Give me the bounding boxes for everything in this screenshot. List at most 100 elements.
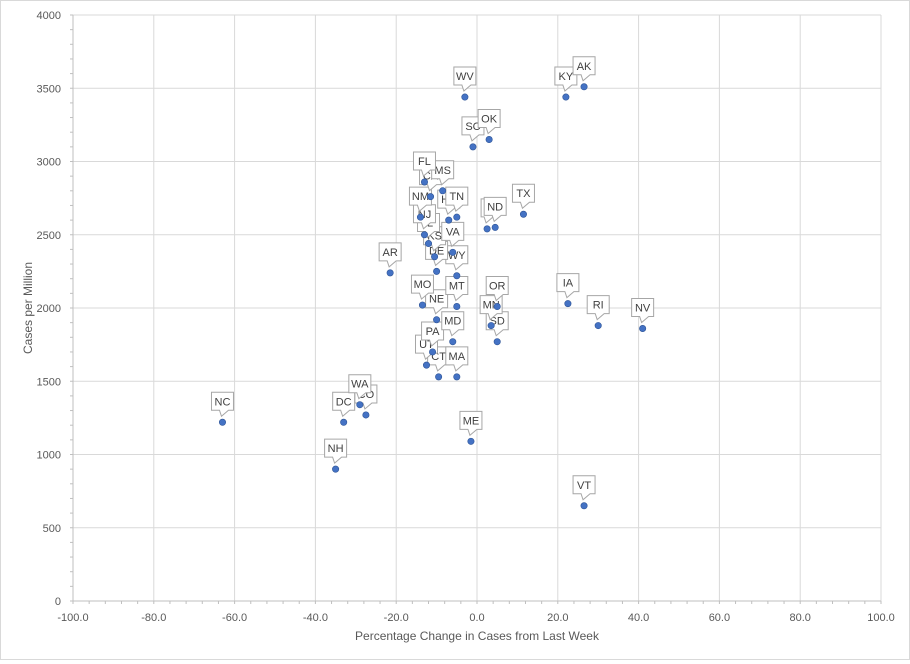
callout-box [483, 196, 507, 223]
callout-va: VA [441, 221, 465, 248]
data-point [435, 373, 443, 381]
data-point [453, 373, 461, 381]
callout-ky: KY [554, 66, 578, 92]
data-point [340, 418, 348, 426]
data-point [386, 269, 394, 277]
point-label: SC [465, 121, 480, 133]
point-label: OR [489, 281, 506, 293]
point-label: IA [563, 278, 574, 290]
data-point [562, 93, 570, 101]
callout-box [479, 295, 503, 321]
data-point [445, 216, 453, 224]
data-point [420, 231, 428, 239]
x-tick-label: -60.0 [222, 612, 247, 624]
callout-box [511, 183, 535, 210]
axes [70, 14, 882, 604]
x-tick-label: 100.0 [867, 612, 895, 624]
data-point [487, 322, 495, 330]
callout-vt: VT [572, 475, 596, 501]
callout-box [572, 475, 596, 501]
data-point [493, 303, 501, 311]
point-label: AR [382, 247, 397, 259]
callout-wv: WV [453, 66, 477, 92]
point-label: TN [449, 191, 464, 203]
data-point [332, 465, 340, 473]
y-tick-label: 1500 [37, 376, 61, 388]
callout-box [441, 311, 465, 337]
callout-tn: TN [445, 186, 469, 213]
callout-box [453, 66, 477, 92]
point-label: VT [577, 480, 591, 492]
data-point [425, 240, 433, 248]
callout-box [408, 186, 432, 213]
callout-box [425, 240, 449, 267]
point-label: WV [456, 71, 474, 83]
callout-box [210, 391, 234, 418]
callout-wa: WA [348, 374, 372, 400]
point-label: ND [487, 201, 503, 213]
data-point [453, 213, 461, 221]
point-label: MO [414, 279, 432, 291]
x-tick-label: 80.0 [789, 612, 810, 624]
point-label: MS [434, 165, 451, 177]
point-label: ME [463, 415, 480, 427]
point-label: MD [444, 316, 461, 328]
callout-mt: MT [445, 276, 469, 302]
point-label: NC [215, 396, 231, 408]
point-label: VA [446, 226, 461, 238]
data-point [218, 418, 226, 426]
y-axis-title: Cases per Million [21, 262, 35, 354]
data-point [483, 225, 491, 233]
data-point [453, 272, 461, 280]
data-point [519, 210, 527, 218]
data-point [362, 411, 370, 419]
callout-me: ME [459, 410, 483, 437]
callout-md: MD [441, 311, 465, 337]
data-point [449, 248, 457, 256]
x-tick-label: -20.0 [384, 612, 409, 624]
callout-box [477, 109, 501, 135]
x-tick-label: 20.0 [547, 612, 568, 624]
point-label: WA [351, 379, 369, 391]
callout-nd: ND [483, 196, 507, 223]
y-tick-label: 500 [43, 523, 61, 535]
callout-mo: MO [410, 274, 434, 300]
callout-mn: MN [479, 295, 503, 321]
callout-box [586, 295, 610, 321]
callout-wy: WY [445, 245, 469, 271]
callout-box [324, 438, 348, 465]
data-point [356, 401, 364, 409]
callout-box [410, 274, 434, 300]
callout-box [431, 160, 455, 186]
callout-box [445, 276, 469, 302]
data-point [449, 338, 457, 346]
callout-box [572, 56, 596, 82]
point-label: TX [516, 188, 531, 200]
callout-ia: IA [556, 273, 580, 299]
point-label: NV [635, 303, 651, 315]
data-point [453, 303, 461, 311]
data-point [429, 348, 437, 356]
point-label: AK [577, 61, 592, 73]
data-point [416, 213, 424, 221]
data-point [485, 136, 493, 144]
data-point [427, 193, 435, 201]
callout-nh: NH [324, 438, 348, 465]
x-tick-label: 0.0 [469, 612, 484, 624]
point-label: FL [418, 156, 431, 168]
callout-dc: DC [332, 391, 356, 418]
callout-ok: OK [477, 109, 501, 135]
callout-box [378, 242, 402, 268]
x-tick-label: 60.0 [709, 612, 730, 624]
y-tick-label: 4000 [37, 10, 61, 22]
callout-box [459, 410, 483, 437]
y-tick-label: 0 [55, 596, 61, 608]
data-point [461, 93, 469, 101]
callout-ms: MS [431, 160, 455, 186]
point-label: PA [426, 326, 441, 338]
callout-nv: NV [631, 298, 655, 324]
y-tick-label: 1000 [37, 450, 61, 462]
